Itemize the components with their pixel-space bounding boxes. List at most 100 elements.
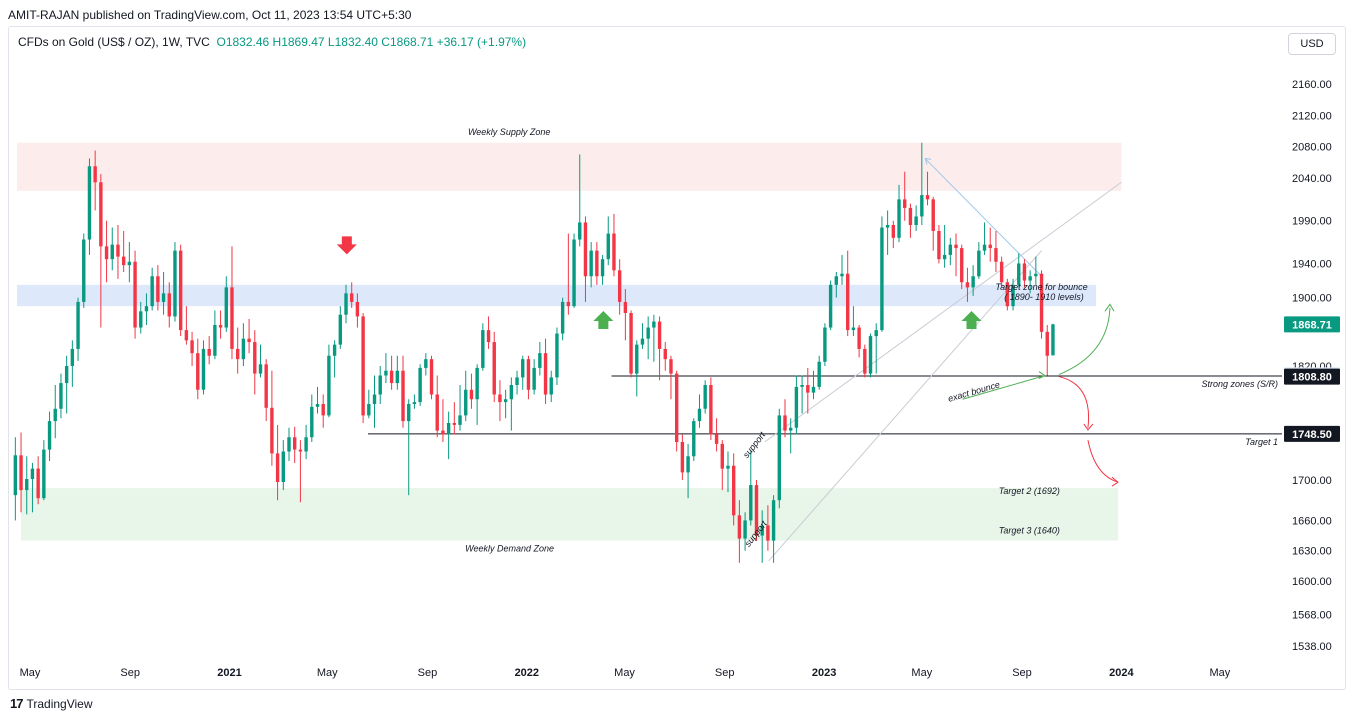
candle [133, 250, 137, 339]
candle-body [1039, 273, 1044, 332]
candle [635, 340, 639, 397]
candle [600, 254, 605, 285]
candle [549, 370, 553, 403]
candle-body [891, 225, 896, 238]
candle-body [184, 330, 189, 341]
candle-body [321, 404, 325, 416]
candle-body [560, 301, 565, 334]
candle-body [241, 338, 246, 360]
y-tick-label: 1630.00 [1292, 546, 1332, 558]
candle [726, 451, 730, 493]
candle-body [811, 386, 816, 393]
candle-body [646, 327, 650, 339]
candle [241, 323, 246, 366]
candle [971, 265, 975, 296]
candle [754, 480, 759, 541]
candle-body [680, 442, 685, 473]
candle [851, 306, 856, 337]
candle-body [788, 427, 793, 431]
candle [589, 242, 593, 288]
candle [207, 336, 211, 365]
candle [184, 306, 189, 345]
candle-body [903, 199, 907, 208]
candle [173, 242, 177, 322]
candle [492, 331, 496, 403]
candle [925, 171, 930, 206]
candle [167, 282, 171, 328]
candle-body [1034, 273, 1038, 277]
price-axis[interactable]: 2160.00 2120.00 2080.00 2040.00 1990.00 1940.… [1284, 79, 1340, 653]
footer-brand[interactable]: 17 TradingView [10, 696, 93, 711]
candle [863, 344, 867, 378]
candle-body [942, 254, 947, 260]
candle-body [988, 244, 992, 249]
candle [960, 244, 964, 290]
candle [441, 399, 445, 442]
candle [669, 355, 673, 400]
candle [53, 385, 57, 439]
candle [298, 440, 303, 503]
candle-body [692, 421, 696, 457]
candle [144, 293, 149, 325]
candle [885, 210, 890, 255]
candle [703, 380, 707, 414]
symbol-legend: CFDs on Gold (US$ / OZ), 1W, TVC O1832.4… [18, 35, 526, 49]
candle [361, 313, 365, 423]
candle [42, 440, 46, 501]
price-label: 1748.50 [1284, 425, 1340, 442]
candle-body [635, 344, 639, 374]
candle-body [264, 364, 268, 408]
x-tick-label: May [614, 667, 635, 679]
candle-body [207, 348, 211, 356]
candle [355, 293, 360, 328]
candle-body [93, 166, 97, 183]
time-axis[interactable]: May Sep 2021 May Sep 2022 May Sep 2023 May Sep 2024… [20, 667, 1231, 679]
annotation: ( 1890- 1910 levels) [1004, 292, 1084, 302]
candle-body [885, 225, 890, 228]
candle-body [458, 415, 462, 425]
currency-button[interactable]: USD [1288, 33, 1336, 55]
candle [412, 394, 417, 409]
zone-weekly-demand-zone [21, 488, 1119, 541]
candle-body [857, 327, 861, 349]
candle-body [133, 261, 137, 328]
x-tick-label: 2022 [515, 667, 539, 679]
candle-body [378, 375, 382, 395]
trendline [768, 250, 1042, 562]
candle [606, 216, 610, 266]
candle-body [726, 465, 730, 469]
candle [1022, 259, 1027, 288]
candle-body [521, 359, 525, 378]
candle [201, 340, 206, 395]
candle [469, 373, 474, 409]
symbol-name[interactable]: CFDs on Gold (US$ / OZ), 1W, TVC [18, 35, 210, 49]
candle-body [1022, 263, 1027, 281]
candle [692, 418, 696, 461]
candle [982, 222, 987, 255]
price-label: 1868.71 [1284, 316, 1340, 333]
candle [498, 380, 502, 422]
candle-body [258, 364, 263, 374]
candle-body [555, 333, 559, 378]
candle-body [292, 437, 297, 450]
candle [874, 323, 878, 374]
candle [595, 242, 599, 285]
candle [196, 338, 200, 400]
candle [270, 370, 274, 466]
publisher-info: AMIT-RAJAN published on TradingView.com,… [8, 8, 412, 22]
candle [1034, 256, 1038, 285]
candle [965, 267, 970, 302]
candle [253, 330, 257, 395]
y-tick-label: 1990.00 [1292, 216, 1332, 228]
candle [629, 310, 633, 378]
candle-body [600, 259, 605, 277]
candle-body [566, 301, 571, 307]
candle-body [161, 293, 166, 302]
candle-body [629, 313, 633, 374]
candle [446, 411, 451, 460]
candle-body [389, 370, 394, 384]
candle [1045, 324, 1049, 376]
candle-body [424, 359, 428, 368]
candle [87, 158, 92, 255]
